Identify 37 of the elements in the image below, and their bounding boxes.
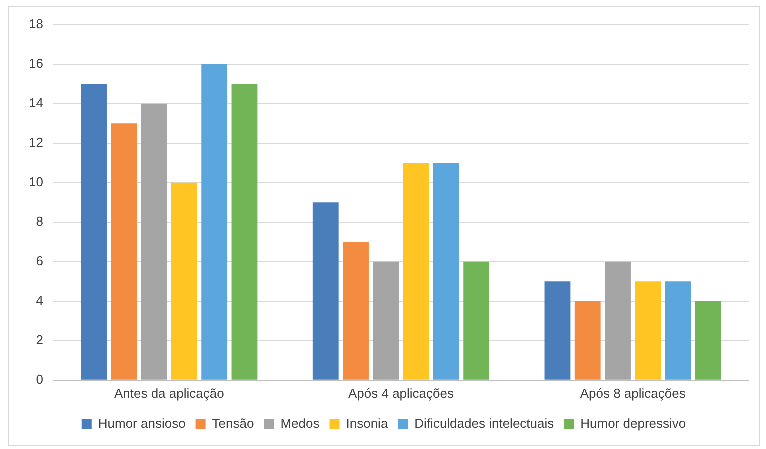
- y-tick-label: 6: [36, 253, 44, 268]
- bar: [202, 64, 228, 380]
- bar: [464, 262, 490, 380]
- y-tick-label: 14: [28, 95, 44, 110]
- bar: [574, 301, 601, 380]
- bar: [544, 282, 571, 380]
- legend-label: Tensão: [212, 416, 254, 432]
- bar: [665, 282, 692, 380]
- y-tick-label: 12: [28, 134, 44, 150]
- x-tick-label: Antes da aplicação: [114, 386, 224, 401]
- bar: [171, 182, 198, 380]
- legend-label: Humor ansioso: [98, 416, 186, 432]
- legend-label: Humor depressivo: [580, 416, 686, 432]
- legend-label: Dificuldades intelectuais: [414, 416, 555, 432]
- y-tick-label: 18: [28, 16, 44, 32]
- y-tick-label: 0: [36, 372, 44, 387]
- bar: [141, 104, 168, 380]
- bar: [81, 84, 107, 380]
- bar: [403, 163, 430, 380]
- legend-label: Medos: [280, 416, 320, 432]
- bar: [635, 282, 662, 380]
- bar: [373, 262, 400, 380]
- bar: [343, 242, 369, 380]
- bar: [111, 124, 138, 380]
- y-tick-label: 2: [36, 332, 44, 348]
- x-tick-label: Após 8 aplicações: [580, 386, 686, 401]
- bar: [433, 163, 460, 380]
- bar: [605, 262, 631, 380]
- x-tick-label: Após 4 aplicações: [348, 386, 454, 401]
- y-tick-label: 16: [28, 56, 44, 71]
- legend-label: Insonia: [346, 416, 389, 432]
- y-tick-label: 8: [36, 214, 44, 229]
- bar: [695, 301, 722, 380]
- bar: [232, 84, 258, 380]
- y-tick-label: 10: [28, 174, 44, 190]
- bar: [312, 202, 339, 380]
- y-tick-label: 4: [36, 292, 44, 308]
